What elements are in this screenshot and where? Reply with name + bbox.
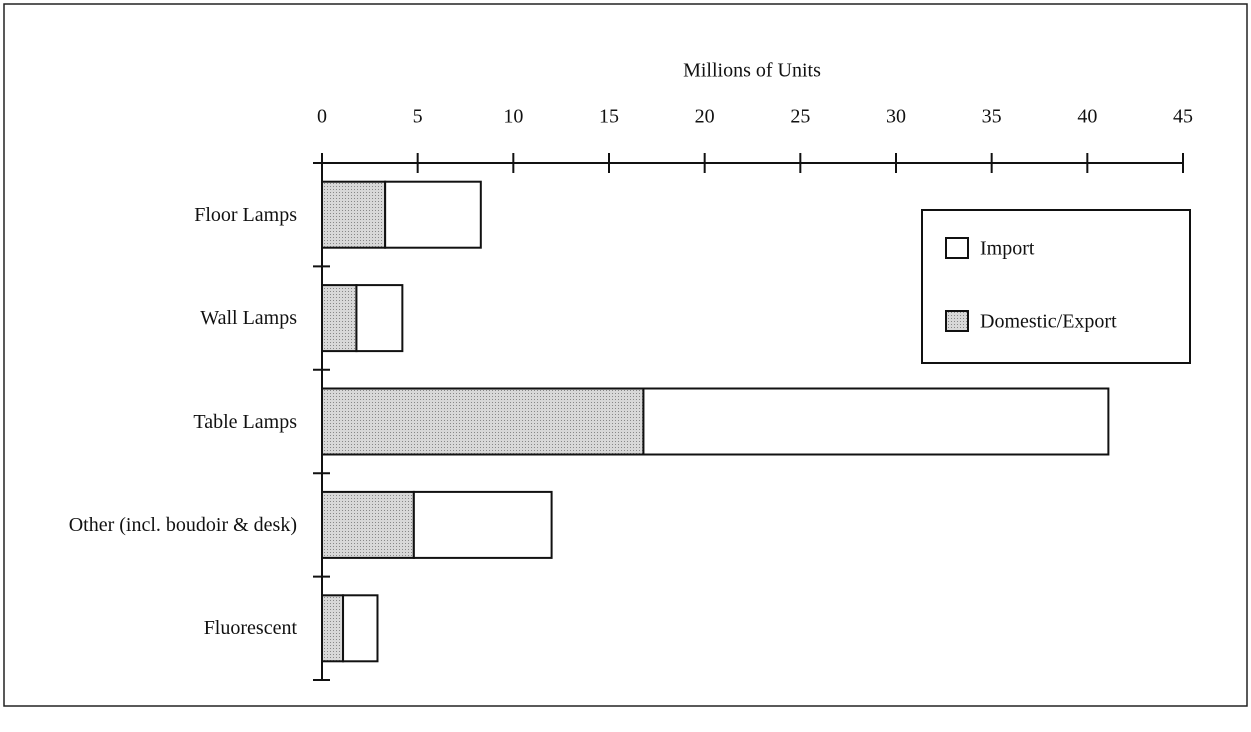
legend-label: Import (980, 238, 1035, 260)
bar (412, 490, 553, 559)
legend-swatch (945, 310, 969, 332)
bar (355, 284, 404, 353)
bar (321, 387, 645, 456)
x-tick-label: 25 (790, 106, 810, 128)
x-tick-label: 45 (1173, 106, 1193, 128)
bar (384, 180, 482, 249)
legend-label: Domestic/Export (980, 311, 1117, 333)
bar (321, 594, 345, 663)
bar (321, 490, 415, 559)
bar (321, 284, 358, 353)
legend-box (921, 209, 1191, 364)
y-tick-label: Other (incl. boudoir & desk) (68, 513, 297, 536)
bar (642, 387, 1110, 456)
legend-swatch (945, 237, 969, 259)
x-axis-title: Millions of Units (683, 60, 821, 82)
bar (321, 180, 387, 249)
x-tick-label: 35 (982, 106, 1002, 128)
x-tick-label: 15 (599, 106, 619, 128)
frame (3, 3, 1248, 707)
x-tick-label: 20 (695, 106, 715, 128)
x-tick-label: 40 (1077, 106, 1097, 128)
bar (342, 594, 379, 663)
x-tick-label: 10 (503, 106, 523, 128)
y-tick-label: Table Lamps (193, 410, 297, 433)
y-tick-label: Floor Lamps (194, 203, 297, 226)
x-tick-label: 0 (317, 106, 327, 128)
y-tick-label: Wall Lamps (200, 307, 297, 330)
x-tick-label: 5 (413, 106, 423, 128)
x-tick-label: 30 (886, 106, 906, 128)
y-tick-label: Fluorescent (203, 617, 297, 640)
